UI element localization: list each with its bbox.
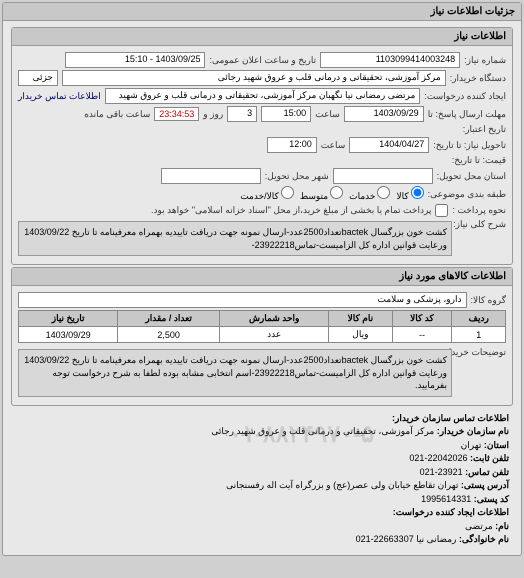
validity-time: 12:00: [267, 137, 317, 153]
creator-phone: 22663307-021: [356, 534, 414, 544]
desc-label: شرح کلی نیاز:: [456, 219, 506, 230]
fax: 23921-021: [420, 467, 463, 477]
remain-label: روز و: [203, 109, 223, 120]
delivery-province: [333, 168, 433, 184]
province: تهران: [461, 440, 482, 450]
cell-qty: 2,500: [118, 327, 220, 343]
budget-label: طبقه بندی موضوعی:: [428, 189, 506, 200]
deadline-date: 1403/09/29: [344, 106, 424, 122]
col-date: تاریخ نیاز: [19, 311, 118, 327]
goods-desc-label: توضیحات خریدار:: [456, 347, 506, 358]
main-panel-title: جزئیات اطلاعات نیاز: [3, 3, 521, 21]
type-radio-group: کالا خدمات متوسط کالا/خدمت: [240, 186, 423, 202]
creator-header: اطلاعات ایجاد کننده درخواست:: [15, 506, 509, 520]
contact-section: اطلاعات تماس سازمان خریدار: نام سازمان خ…: [9, 408, 515, 551]
buyer-sub: جزئی: [18, 70, 58, 86]
col-row: ردیف: [452, 311, 506, 327]
goods-panel-title: اطلاعات کالاهای مورد نیاز: [12, 268, 512, 286]
cell-name: ویال: [329, 327, 392, 343]
goods-group: دارو، پزشکی و سلامت: [18, 292, 467, 308]
radio-ajel[interactable]: کالا/خدمت: [240, 186, 294, 202]
org-label: نام سازمان خریدار:: [437, 426, 509, 436]
info-panel-title: اطلاعات نیاز: [12, 28, 512, 46]
col-code: کد کالا: [392, 311, 452, 327]
col-unit: واحد شمارش: [220, 311, 329, 327]
delivery-province-label: استان محل تحویل:: [437, 171, 506, 182]
validity-date: 1404/04/27: [349, 137, 429, 153]
remain-suffix: ساعت باقی مانده: [84, 109, 150, 120]
org-name: مرکز آموزشی، تحقیقاتی و درمانی قلب و عرو…: [211, 426, 434, 436]
cell-code: --: [392, 327, 452, 343]
fax-label: تلفن تماس:: [465, 467, 509, 477]
deadline-time-label: ساعت: [315, 109, 340, 120]
table-row[interactable]: 1 -- ویال عدد 2,500 1403/09/29: [19, 327, 506, 343]
delivery-city: [161, 168, 261, 184]
address-label: آدرس پستی:: [461, 480, 509, 490]
payment-note: پرداخت تمام یا بخشی از مبلغ خرید،از محل …: [151, 205, 431, 216]
request-number-label: شماره نیاز:: [464, 55, 506, 66]
province-label: استان:: [484, 440, 509, 450]
address: تهران تقاطع خیابان ولی عصر(عج) و بزرگراه…: [226, 480, 458, 490]
cell-date: 1403/09/29: [19, 327, 118, 343]
radio-khadamat[interactable]: خدمات: [349, 186, 390, 202]
deadline-label: مهلت ارسال پاسخ: تا: [428, 109, 506, 120]
payment-label: نحوه پرداخت :: [452, 205, 506, 216]
goods-desc-text: کشت خون بزرگسال bactekتعداد2500عدد-ارسال…: [18, 349, 452, 397]
creator-family: رمضانی نیا: [416, 534, 456, 544]
remain-days: 3: [227, 106, 257, 122]
buyer-name: مرکز آموزشی، تحقیقاتی و درمانی قلب و عرو…: [62, 70, 446, 86]
validity-label: تاریخ اعتبار:: [463, 124, 506, 135]
requester-label: ایجاد کننده درخواست:: [424, 91, 506, 102]
goods-group-label: گروه کالا:: [471, 295, 506, 306]
buyer-label: دستگاه خریدار:: [450, 73, 506, 84]
name-label: نام:: [495, 521, 509, 531]
table-header-row: ردیف کد کالا نام کالا واحد شمارش تعداد /…: [19, 311, 506, 327]
requester-name: مرتضی رمضانی نیا نگهبان مرکز آموزشی، تحق…: [105, 88, 421, 104]
main-panel: جزئیات اطلاعات نیاز اطلاعات نیاز شماره ن…: [2, 2, 522, 556]
phone-label: تلفن ثابت:: [470, 453, 509, 463]
remain-time: 23:34:53: [154, 107, 199, 121]
announce-date-label: تاریخ و ساعت اعلان عمومی:: [209, 55, 316, 66]
desc-text: کشت خون بزرگسال bactekتعداد2500عدد-ارسال…: [18, 221, 452, 256]
goods-table: ردیف کد کالا نام کالا واحد شمارش تعداد /…: [18, 310, 506, 343]
radio-motavaset[interactable]: متوسط: [300, 186, 343, 202]
announce-date: 1403/09/25 - 15:10: [65, 52, 205, 68]
contact-header: اطلاعات تماس سازمان خریدار:: [15, 412, 509, 426]
col-name: نام کالا: [329, 311, 392, 327]
request-number: 1103099414003248: [320, 52, 460, 68]
payment-checkbox[interactable]: [435, 204, 448, 217]
delivery-city-label: شهر محل تحویل:: [265, 171, 329, 182]
cell-row: 1: [452, 327, 506, 343]
creator-name: مرتضی: [465, 521, 493, 531]
postal: 1995614331: [421, 494, 471, 504]
validity-time-label: ساعت: [321, 140, 346, 151]
cell-unit: عدد: [220, 327, 329, 343]
validity-date-label: تاحویل نیاز: تا تاریخ:: [433, 140, 506, 151]
price-label: قیمت: تا تاریخ:: [452, 155, 506, 166]
postal-label: کد پستی:: [474, 494, 509, 504]
col-qty: تعداد / مقدار: [118, 311, 220, 327]
phone: 22042026-021: [409, 453, 467, 463]
radio-kala[interactable]: کالا: [396, 186, 423, 202]
family-label: نام خانوادگی:: [459, 534, 509, 544]
deadline-time: 15:00: [261, 106, 311, 122]
contact-link[interactable]: اطلاعات تماس خریدار: [18, 91, 101, 102]
info-panel: اطلاعات نیاز شماره نیاز: 110309941400324…: [11, 27, 513, 265]
goods-panel: اطلاعات کالاهای مورد نیاز گروه کالا: دار…: [11, 267, 513, 406]
